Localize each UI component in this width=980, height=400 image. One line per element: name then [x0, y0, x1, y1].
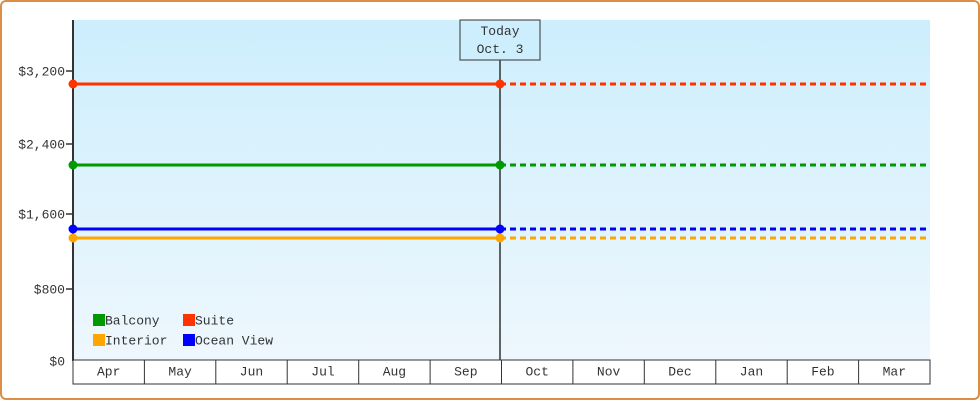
svg-text:Nov: Nov [597, 365, 621, 380]
svg-text:May: May [168, 365, 192, 380]
svg-text:$2,400: $2,400 [18, 138, 65, 153]
svg-text:$800: $800 [34, 283, 65, 298]
svg-text:Interior: Interior [105, 334, 167, 349]
svg-text:Jan: Jan [740, 365, 763, 380]
svg-text:Suite: Suite [195, 314, 234, 329]
svg-text:Oct: Oct [525, 365, 548, 380]
svg-text:Oct. 3: Oct. 3 [477, 42, 524, 57]
svg-text:$1,600: $1,600 [18, 208, 65, 223]
svg-text:$0: $0 [49, 355, 65, 370]
svg-text:Sep: Sep [454, 365, 477, 380]
svg-text:Mar: Mar [883, 365, 906, 380]
svg-text:Balcony: Balcony [105, 314, 160, 329]
svg-text:Ocean View: Ocean View [195, 334, 273, 349]
svg-text:Dec: Dec [668, 365, 691, 380]
svg-text:Today: Today [480, 24, 519, 39]
svg-text:$3,200: $3,200 [18, 65, 65, 80]
svg-text:Jul: Jul [311, 365, 335, 380]
svg-text:Aug: Aug [383, 365, 406, 380]
svg-text:Jun: Jun [240, 365, 263, 380]
svg-text:Apr: Apr [97, 365, 120, 380]
svg-text:Feb: Feb [811, 365, 834, 380]
